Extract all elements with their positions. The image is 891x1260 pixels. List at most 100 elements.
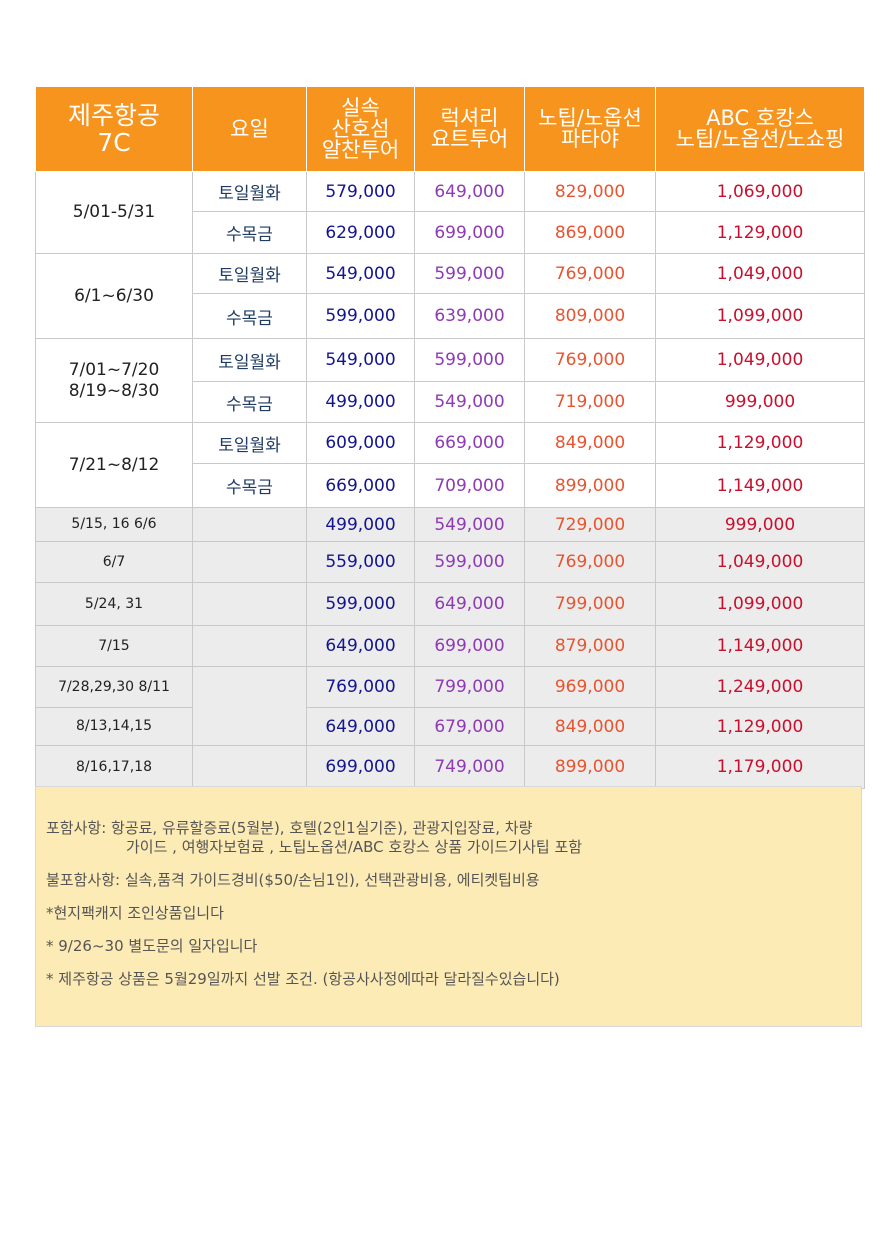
product-luxury-header: 럭셔리 요트투어 — [414, 86, 525, 172]
price-luxury: 549,000 — [414, 381, 525, 423]
period-label: 5/01-5/31 — [35, 171, 193, 254]
table-row: 7/01~7/20 8/19~8/30 토일월화 549,000 599,000… — [35, 338, 865, 423]
weekday-cell: 수목금 — [192, 211, 307, 254]
excluded-note: 불포함사항: 실속,품격 가이드경비($50/손님1인), 선택관광비용, 에티… — [46, 871, 540, 889]
price-abc: 1,049,000 — [655, 541, 865, 583]
weekday-cell: 수목금 — [192, 381, 307, 423]
table-row: 수목금 629,000 699,000 869,000 1,129,000 — [36, 211, 865, 254]
price-basic: 699,000 — [306, 745, 415, 789]
notes-box: 포함사항: 항공료, 유류할증료(5월분), 호텔(2인1실기준), 관광지입장… — [35, 786, 862, 1027]
price-notip: 769,000 — [524, 253, 656, 294]
day-header: 요일 — [192, 86, 307, 172]
period-label: 7/01~7/20 8/19~8/30 — [35, 338, 193, 423]
price-basic: 629,000 — [306, 211, 415, 254]
price-abc: 1,129,000 — [655, 422, 865, 464]
weekday-cell: 토일월화 — [192, 422, 307, 464]
price-notip: 799,000 — [524, 582, 656, 626]
price-notip: 899,000 — [524, 745, 656, 789]
special-date-label: 5/24, 31 — [35, 582, 193, 626]
price-luxury: 599,000 — [414, 253, 525, 294]
special-date-row: 5/24, 31 599,000 649,000 799,000 1,099,0… — [35, 582, 865, 626]
table-row: 수목금 669,000 709,000 899,000 1,149,000 — [36, 463, 865, 508]
price-luxury: 549,000 — [414, 507, 525, 542]
price-luxury: 649,000 — [414, 171, 525, 212]
empty-day-cell — [192, 582, 307, 626]
empty-day-cell — [192, 507, 307, 542]
price-luxury: 669,000 — [414, 422, 525, 464]
product-basic-header: 실속 산호섬 알찬투어 — [306, 86, 415, 172]
price-luxury: 649,000 — [414, 582, 525, 626]
condition-note: * 제주항공 상품은 5월29일까지 선발 조건. (항공사사정에따라 달라질수… — [46, 970, 560, 988]
special-date-label: 8/13,14,15 — [35, 707, 193, 746]
special-date-label: 5/15, 16 6/6 — [35, 507, 193, 542]
special-date-row: 8/13,14,15 649,000 679,000 849,000 1,129… — [35, 707, 865, 746]
weekday-cell: 수목금 — [192, 293, 307, 339]
weekday-cell: 토일월화 — [192, 338, 307, 382]
empty-day-cell — [192, 666, 307, 746]
price-luxury: 639,000 — [414, 293, 525, 339]
special-date-row: 7/28,29,30 8/11 769,000 799,000 969,000 … — [35, 666, 865, 746]
price-notip: 829,000 — [524, 171, 656, 212]
price-notip: 869,000 — [524, 211, 656, 254]
table-row: 수목금 599,000 639,000 809,000 1,099,000 — [36, 293, 865, 339]
price-abc: 1,099,000 — [655, 582, 865, 626]
price-basic: 769,000 — [306, 666, 415, 708]
price-abc: 1,129,000 — [655, 211, 865, 254]
included-note: 포함사항: 항공료, 유류할증료(5월분), 호텔(2인1실기준), 관광지입장… — [46, 819, 861, 857]
empty-day-cell — [192, 745, 307, 789]
airline-header: 제주항공 7C — [35, 86, 193, 172]
weekday-cell: 토일월화 — [192, 171, 307, 212]
inquiry-note: * 9/26~30 별도문의 일자입니다 — [46, 937, 258, 955]
price-notip: 809,000 — [524, 293, 656, 339]
table-row: 7/21~8/12 토일월화 609,000 669,000 849,000 1… — [35, 422, 865, 508]
price-basic: 609,000 — [306, 422, 415, 464]
special-date-label: 6/7 — [35, 541, 193, 583]
special-date-row: 6/7 559,000 599,000 769,000 1,049,000 — [35, 541, 865, 583]
price-abc: 1,049,000 — [655, 338, 865, 382]
price-abc: 1,069,000 — [655, 171, 865, 212]
price-abc: 1,099,000 — [655, 293, 865, 339]
included-line-1: 포함사항: 항공료, 유류할증료(5월분), 호텔(2인1실기준), 관광지입장… — [46, 819, 533, 837]
price-basic: 599,000 — [306, 582, 415, 626]
price-basic: 549,000 — [306, 253, 415, 294]
table-row: 6/1~6/30 토일월화 549,000 599,000 769,000 1,… — [35, 253, 865, 339]
price-notip: 899,000 — [524, 463, 656, 508]
special-date-label: 7/15 — [35, 625, 193, 667]
table-row: 5/01-5/31 토일월화 579,000 649,000 829,000 1… — [35, 171, 865, 254]
price-notip: 879,000 — [524, 625, 656, 667]
price-luxury: 799,000 — [414, 666, 525, 708]
price-luxury: 699,000 — [414, 211, 525, 254]
special-date-row: 7/15 649,000 699,000 879,000 1,149,000 — [35, 625, 865, 667]
special-date-row: 8/16,17,18 699,000 749,000 899,000 1,179… — [35, 745, 865, 789]
special-date-label: 8/16,17,18 — [35, 745, 193, 789]
header-row: 제주항공 7C 요일 실속 산호섬 알찬투어 럭셔리 요트투어 노팁/노옵션 파… — [35, 86, 865, 172]
product-notip-header: 노팁/노옵션 파타야 — [524, 86, 656, 172]
price-basic: 669,000 — [306, 463, 415, 508]
price-abc: 999,000 — [655, 507, 865, 542]
local-package-note: *현지팩캐지 조인상품입니다 — [46, 904, 224, 922]
price-basic: 559,000 — [306, 541, 415, 583]
price-notip: 769,000 — [524, 338, 656, 382]
empty-day-cell — [192, 625, 307, 667]
table-row: 수목금 499,000 549,000 719,000 999,000 — [36, 381, 865, 423]
special-date-label: 7/28,29,30 8/11 — [35, 666, 193, 708]
price-luxury: 699,000 — [414, 625, 525, 667]
included-line-2: 가이드 , 여행자보험료 , 노팁노옵션/ABC 호캉스 상품 가이드기사팁 포… — [126, 838, 583, 856]
weekday-cell: 토일월화 — [192, 253, 307, 294]
empty-day-cell — [192, 541, 307, 583]
price-notip: 849,000 — [524, 422, 656, 464]
price-basic: 579,000 — [306, 171, 415, 212]
price-abc: 1,149,000 — [655, 625, 865, 667]
period-label: 7/21~8/12 — [35, 422, 193, 508]
price-basic: 599,000 — [306, 293, 415, 339]
price-basic: 549,000 — [306, 338, 415, 382]
price-basic: 499,000 — [306, 507, 415, 542]
price-abc: 1,179,000 — [655, 745, 865, 789]
price-notip: 769,000 — [524, 541, 656, 583]
price-luxury: 709,000 — [414, 463, 525, 508]
price-luxury: 599,000 — [414, 338, 525, 382]
price-notip: 849,000 — [524, 707, 656, 746]
special-date-row: 5/15, 16 6/6 499,000 549,000 729,000 999… — [35, 507, 865, 542]
price-luxury: 599,000 — [414, 541, 525, 583]
price-luxury: 749,000 — [414, 745, 525, 789]
